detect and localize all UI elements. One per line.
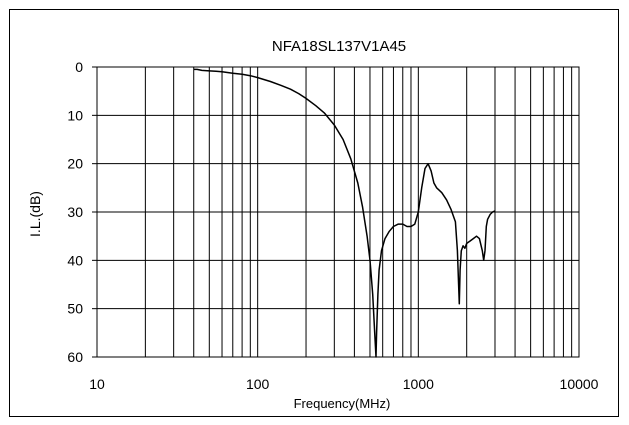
x-axis-label: Frequency(MHz) (294, 396, 391, 411)
y-tick-label: 0 (75, 59, 83, 75)
y-tick-label: 40 (67, 252, 83, 268)
y-tick-label: 20 (67, 156, 83, 172)
y-axis-label: I.L.(dB) (27, 191, 43, 237)
tick-labels: 0 10 20 30 40 50 60 10 100 1000 10000 (67, 59, 598, 392)
y-tick-label: 10 (67, 107, 83, 123)
x-tick-label: 100 (246, 376, 270, 392)
series-group (193, 68, 496, 358)
x-tick-label: 10000 (560, 376, 599, 392)
y-tick-label: 60 (67, 349, 83, 365)
y-tick-label: 50 (67, 301, 83, 317)
chart-title: NFA18SL137V1A45 (272, 38, 406, 55)
x-tick-label: 1000 (403, 376, 434, 392)
plot-area-border (96, 66, 580, 358)
x-tick-label: 10 (89, 376, 105, 392)
y-tick-label: 30 (67, 204, 83, 220)
grid-lines (92, 66, 579, 358)
chart-frame (9, 9, 619, 417)
series-line-0 (193, 68, 496, 358)
